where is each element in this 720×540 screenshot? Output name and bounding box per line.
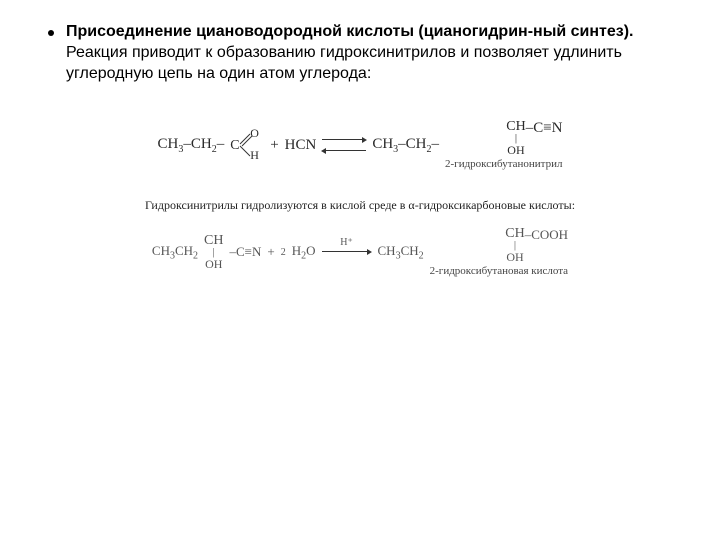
equation-2: CH3CH2 CH | OH –C≡N + 2 H2O H⁺ CH3CH2: [40, 227, 680, 277]
bullet-rest: Реакция приводит к образованию гидроксин…: [66, 44, 622, 82]
product-acid-chain: CH3CH2: [378, 243, 424, 262]
bullet-item: Присоединение циановодородной кислоты (ц…: [40, 22, 680, 84]
nitrile-group-2: –C≡N: [230, 244, 262, 260]
equilibrium-arrow-icon: [322, 138, 366, 152]
product-1-label: 2-гидроксибутанонитрил: [445, 158, 562, 170]
mid-text: Гидроксинитрилы гидролизуются в кислой с…: [40, 198, 680, 213]
ch-oh-group-2: CH | OH: [204, 234, 223, 270]
nitrile-group: –C≡N: [526, 120, 563, 137]
aldehyde-bonds-icon: [239, 131, 253, 159]
reagent-hcn: HCN: [285, 137, 317, 154]
bullet-text: Присоединение циановодородной кислоты (ц…: [66, 22, 680, 84]
equation-1: CH3–CH2– C O H + HCN CH3–CH2–: [40, 120, 680, 170]
cooh-group: –COOH: [525, 227, 568, 243]
slide: Присоединение циановодородной кислоты (ц…: [0, 0, 720, 301]
coeff-2: 2: [281, 247, 286, 258]
catalyst-label: H⁺: [322, 237, 372, 248]
product-2-label: 2-гидроксибутановая кислота: [430, 265, 568, 277]
reagent-water: H2O: [292, 243, 316, 262]
plus-sign: +: [270, 137, 278, 154]
aldehyde-group: C O H: [230, 128, 264, 162]
ch-oh-group: CH | OH: [506, 120, 525, 156]
product-chain: CH3–CH2–: [372, 136, 439, 155]
plus-sign-2: +: [267, 244, 274, 260]
reaction-arrow-icon: H⁺: [322, 247, 372, 257]
bullet-bold: Присоединение циановодородной кислоты (ц…: [66, 23, 634, 40]
ch-oh-group-3: CH | OH: [505, 227, 524, 263]
equation-1-content: CH3–CH2– C O H + HCN CH3–CH2–: [158, 120, 563, 170]
bullet-dot-icon: [48, 30, 54, 36]
reagent-nitrile-chain: CH3CH2: [152, 243, 198, 262]
equation-2-content: CH3CH2 CH | OH –C≡N + 2 H2O H⁺ CH3CH2: [152, 227, 568, 277]
reagent-propanal-chain: CH3–CH2–: [158, 136, 225, 155]
